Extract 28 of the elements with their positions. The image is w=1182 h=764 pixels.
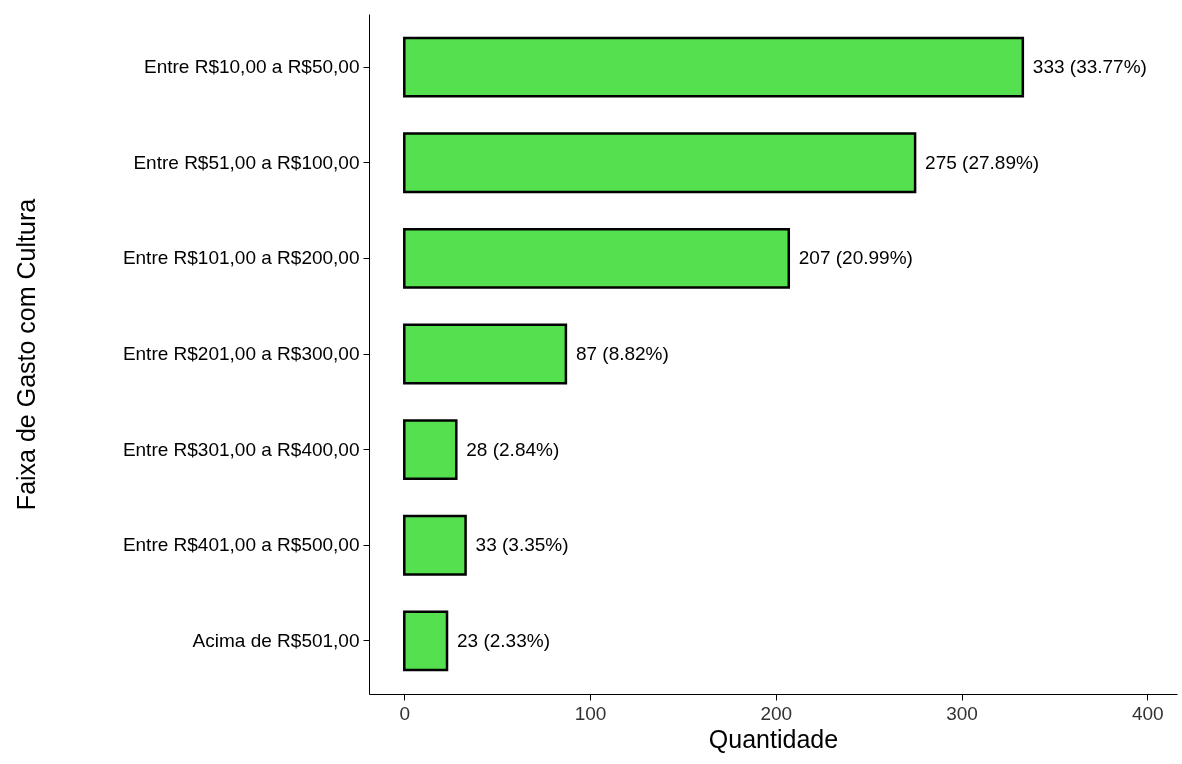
bar xyxy=(403,419,458,481)
bar xyxy=(403,323,568,385)
bar xyxy=(403,132,917,194)
bar xyxy=(403,227,791,289)
y-axis-title: Faixa de Gasto com Cultura xyxy=(11,198,40,511)
x-tick-label: 300 xyxy=(946,702,978,724)
y-tick-label: Entre R$51,00 a R$100,00 xyxy=(133,151,360,173)
data-label: 87 (8.82%) xyxy=(575,343,669,364)
x-tick-label: 0 xyxy=(399,702,411,724)
bar xyxy=(403,610,449,672)
y-tick-label: Entre R$301,00 a R$400,00 xyxy=(122,438,360,460)
y-tick-label: Entre R$401,00 a R$500,00 xyxy=(122,534,360,556)
data-label: 333 (33.77%) xyxy=(1032,56,1147,78)
data-label: 207 (20.99%) xyxy=(798,247,913,269)
x-tick-label: 200 xyxy=(760,702,793,724)
x-axis-title: Quantidade xyxy=(708,724,839,753)
data-label: 275 (27.89%) xyxy=(925,151,1040,173)
bar xyxy=(403,36,1025,98)
x-tick-label: 100 xyxy=(574,702,607,724)
x-tick-label: 400 xyxy=(1131,702,1164,724)
y-tick-label: Acima de R$501,00 xyxy=(192,629,360,651)
y-tick-label: Entre R$201,00 a R$300,00 xyxy=(122,343,360,364)
y-tick-label: Entre R$10,00 a R$50,00 xyxy=(144,56,360,78)
y-tick-label: Entre R$101,00 a R$200,00 xyxy=(122,247,360,269)
data-label: 28 (2.84%) xyxy=(466,438,560,460)
data-label: 33 (3.35%) xyxy=(475,534,569,556)
data-label: 23 (2.33%) xyxy=(457,629,550,651)
bar xyxy=(403,514,467,576)
